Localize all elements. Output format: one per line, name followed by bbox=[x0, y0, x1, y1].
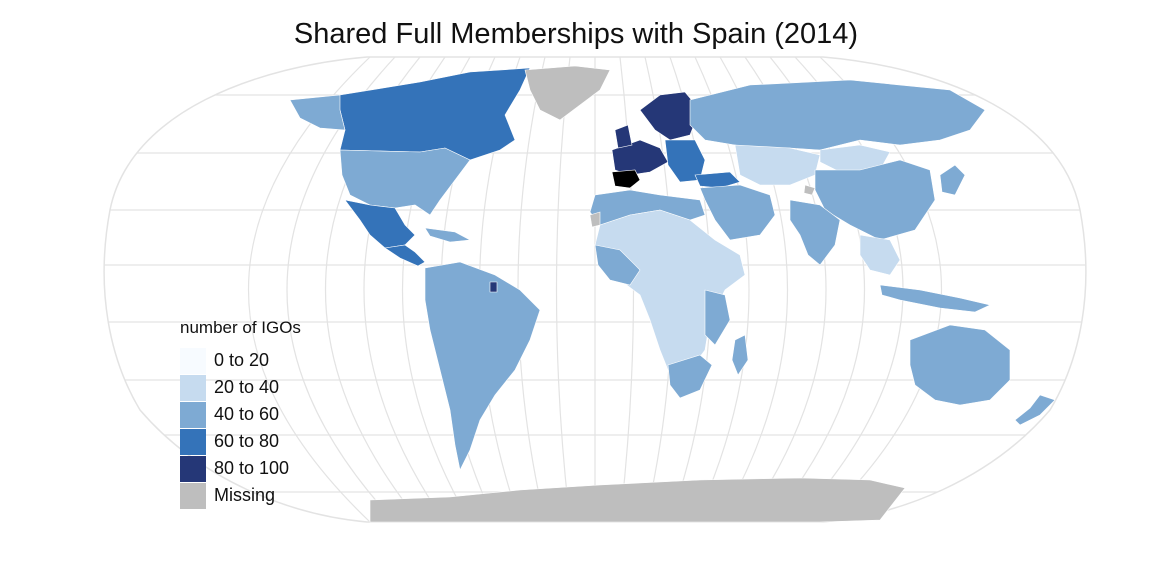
country-kashmir bbox=[803, 184, 816, 196]
legend-item: 80 to 100 bbox=[180, 455, 301, 482]
country-greenland bbox=[524, 65, 611, 121]
country-alaska bbox=[289, 94, 346, 131]
country-west-africa bbox=[594, 244, 641, 286]
map-title: Shared Full Memberships with Spain (2014… bbox=[293, 18, 859, 50]
country-united-states bbox=[339, 147, 471, 216]
legend-label: 20 to 40 bbox=[214, 377, 280, 397]
legend-label: 40 to 60 bbox=[214, 404, 280, 424]
country-mexico bbox=[344, 199, 416, 249]
country-australia bbox=[909, 324, 1011, 406]
legend-label: 80 to 100 bbox=[214, 458, 290, 478]
legend-swatch bbox=[180, 401, 206, 428]
legend-item: 60 to 80 bbox=[180, 428, 301, 455]
legend-item: 40 to 60 bbox=[180, 401, 301, 428]
legend-swatch bbox=[180, 455, 206, 482]
countries-layer bbox=[289, 65, 1056, 523]
country-french-guiana bbox=[489, 281, 498, 293]
country-central-asia bbox=[734, 144, 821, 186]
country-western-europe bbox=[611, 139, 669, 176]
country-china bbox=[814, 159, 936, 241]
legend-item: 20 to 40 bbox=[180, 374, 301, 401]
country-new-zealand bbox=[1014, 394, 1056, 426]
graticule-meridian bbox=[555, 57, 571, 522]
legend-rows: 0 to 20 20 to 40 40 to 60 60 to 80 80 to 100… bbox=[180, 347, 301, 509]
legend-title: number of IGOs bbox=[180, 318, 301, 337]
legend-item: Missing bbox=[180, 482, 301, 509]
country-south-america bbox=[424, 261, 541, 471]
country-central-america bbox=[384, 244, 426, 267]
country-caribbean bbox=[424, 227, 472, 243]
country-turkey bbox=[694, 171, 741, 189]
legend-item: 0 to 20 bbox=[180, 347, 301, 374]
country-india bbox=[789, 199, 841, 266]
country-southern-africa bbox=[667, 354, 713, 399]
legend: number of IGOs 0 to 20 20 to 40 40 to 60 60… bbox=[180, 318, 301, 509]
country-east-africa bbox=[704, 289, 731, 346]
country-canada bbox=[289, 67, 531, 161]
legend-label: 60 to 80 bbox=[214, 431, 280, 451]
legend-label: Missing bbox=[214, 485, 276, 505]
country-indonesia bbox=[879, 284, 991, 313]
legend-swatch bbox=[180, 347, 206, 374]
legend-swatch bbox=[180, 482, 206, 509]
country-russia bbox=[689, 79, 986, 151]
country-spain bbox=[611, 169, 641, 189]
country-japan bbox=[939, 164, 966, 196]
country-united-kingdom bbox=[614, 124, 633, 149]
country-middle-east bbox=[699, 184, 776, 241]
country-antarctica bbox=[369, 477, 906, 523]
legend-label: 0 to 20 bbox=[214, 350, 270, 370]
legend-swatch bbox=[180, 428, 206, 455]
legend-swatch bbox=[180, 374, 206, 401]
country-madagascar bbox=[731, 334, 749, 376]
country-western-sahara bbox=[589, 211, 601, 228]
country-southeast-asia bbox=[859, 234, 901, 276]
